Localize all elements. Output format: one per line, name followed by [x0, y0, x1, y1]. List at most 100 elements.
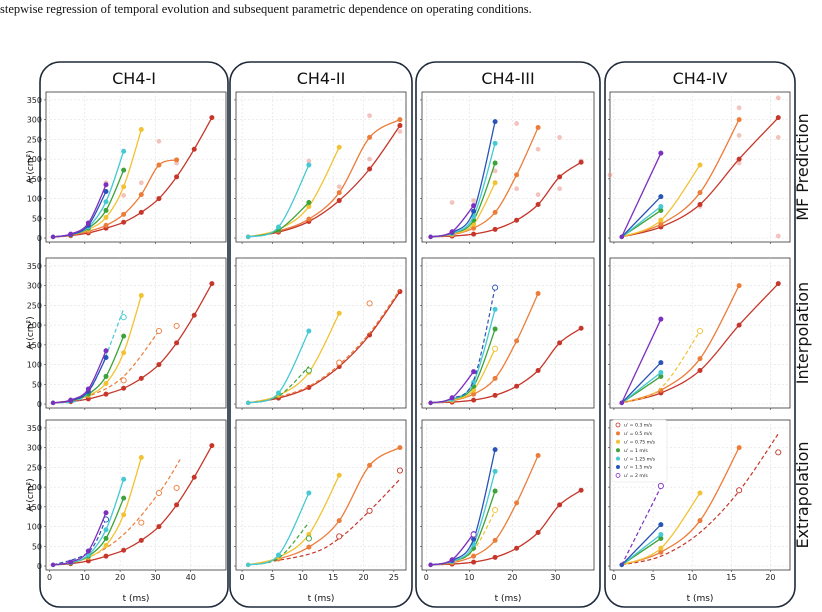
series-point — [68, 559, 74, 565]
series-point-hollow — [736, 487, 743, 494]
plot-frame — [45, 419, 227, 571]
series-point — [658, 217, 664, 223]
series-point — [276, 224, 281, 230]
y-tick-label: 150 — [27, 503, 42, 512]
series-point — [492, 488, 498, 494]
legend-entry: u' = 0.75 m/s — [624, 440, 656, 446]
series-point — [492, 468, 498, 474]
series-point — [535, 453, 541, 459]
series-point — [492, 375, 498, 381]
series-point — [174, 340, 180, 346]
series-point — [619, 234, 624, 240]
series-line — [621, 285, 740, 404]
legend-entry: u' = 0.5 m/s — [624, 431, 653, 437]
series-point — [103, 510, 109, 516]
mf-sample-point — [336, 184, 342, 190]
series-point — [367, 462, 373, 468]
y-axis-label: A (cm²) — [26, 150, 36, 183]
y-tick-label: 200 — [27, 321, 42, 330]
series-line — [621, 362, 662, 404]
panel-2-3: 0 5 10 15 20 25 t (ms) — [234, 419, 407, 604]
series-point-hollow — [305, 535, 312, 542]
series-point-hollow — [470, 531, 477, 538]
panel-3-2 — [420, 257, 595, 410]
series-point — [514, 338, 520, 344]
x-tick-label: 0 — [240, 573, 245, 582]
x-tick-label: 40 — [186, 573, 196, 582]
series-point — [85, 396, 91, 402]
series-point — [658, 373, 664, 379]
series-line — [621, 196, 662, 238]
series-point — [471, 559, 477, 565]
series-point — [121, 512, 127, 518]
series-point — [619, 400, 624, 406]
series-point — [85, 386, 91, 392]
series-point — [138, 209, 144, 215]
figure-caption: stepwise regression of temporal evolutio… — [0, 2, 532, 16]
series-point — [697, 490, 703, 496]
series-point — [103, 381, 109, 387]
x-tick-label: 20 — [507, 573, 517, 582]
series-point — [121, 476, 127, 482]
x-tick-label: 15 — [328, 573, 338, 582]
legend-entry: u' = 0.3 m/s — [624, 423, 653, 429]
series-point — [658, 194, 664, 200]
column-card-2 — [229, 61, 413, 608]
legend-entry: u' = 1 m/s — [624, 448, 648, 454]
mf-sample-point — [306, 158, 312, 164]
legend-entry: u' = 1.25 m/s — [624, 456, 656, 462]
panel-1-2: 0 50 100 150 200 250 300 350 A (cm²) — [26, 257, 227, 410]
mf-sample-point — [471, 198, 476, 203]
mf-sample-point — [156, 138, 162, 144]
series-line — [621, 524, 662, 566]
series-point — [658, 531, 664, 537]
legend-marker — [616, 456, 620, 461]
y-tick-label: 200 — [27, 155, 42, 164]
mf-sample-point — [397, 129, 403, 134]
legend-entry: u' = 1.5 m/s — [624, 465, 653, 471]
series-point — [245, 562, 251, 568]
legend-marker — [615, 422, 621, 428]
series-point — [156, 524, 162, 530]
legend-marker — [615, 472, 621, 478]
y-tick-label: 0 — [37, 234, 42, 243]
y-tick-label: 50 — [32, 380, 42, 389]
x-axis-label: t (ms) — [495, 594, 522, 604]
x-tick-label: 25 — [389, 573, 399, 582]
plot-frame — [421, 257, 595, 409]
y-tick-label: 350 — [27, 96, 42, 105]
series-point — [306, 328, 312, 334]
series-point — [492, 180, 498, 186]
series-point — [156, 196, 162, 202]
x-tick-label: 10 — [687, 573, 697, 582]
series-point — [306, 544, 312, 550]
series-point — [578, 487, 584, 493]
y-tick-label: 100 — [27, 523, 42, 532]
mf-sample-point — [514, 121, 519, 126]
column-card-1 — [39, 61, 229, 608]
series-point — [306, 384, 312, 390]
series-point — [103, 222, 109, 228]
series-point — [492, 306, 498, 312]
plot-frame — [45, 91, 227, 243]
x-tick-label: 10 — [298, 573, 308, 582]
series-point — [103, 215, 109, 221]
series-point-hollow — [120, 377, 127, 384]
series-point — [492, 447, 498, 453]
series-point — [367, 166, 373, 172]
mf-sample-point — [736, 105, 742, 111]
panel-2-2 — [234, 257, 407, 410]
y-tick-label: 0 — [37, 400, 42, 409]
series-point — [658, 545, 664, 551]
series-point — [121, 211, 127, 217]
x-tick-label: 20 — [765, 573, 775, 582]
series-line — [621, 152, 662, 238]
series-point — [306, 162, 312, 168]
series-point-hollow — [173, 322, 180, 329]
series-point — [658, 360, 664, 366]
y-tick-label: 250 — [27, 301, 42, 310]
series-point — [397, 123, 403, 129]
series-point — [736, 156, 742, 162]
series-point-hollow — [492, 284, 499, 291]
series-point — [209, 443, 215, 449]
